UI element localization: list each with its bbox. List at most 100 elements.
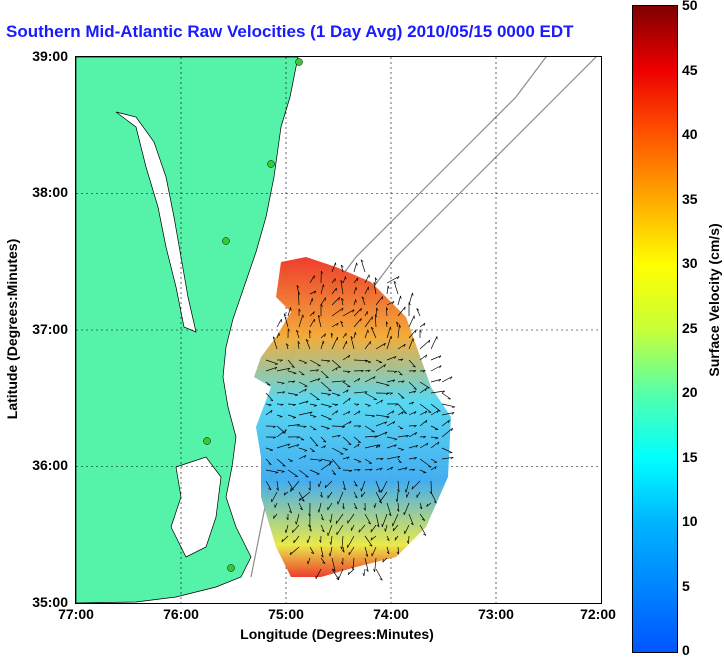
velocity-arrow — [265, 409, 273, 416]
velocity-arrow-head — [281, 538, 284, 543]
velocity-arrow — [353, 502, 358, 510]
velocity-arrow — [320, 297, 326, 306]
velocity-arrow-head — [374, 314, 378, 318]
velocity-arrow — [331, 557, 336, 572]
velocity-arrow-head — [365, 554, 369, 557]
velocity-arrow-head — [340, 320, 344, 324]
velocity-arrow-head — [287, 328, 290, 332]
velocity-arrow-head — [336, 578, 340, 581]
velocity-arrow-head — [392, 301, 395, 305]
velocity-arrow-head — [280, 403, 284, 406]
velocity-arrow-head — [284, 429, 287, 433]
velocity-arrow — [441, 403, 455, 408]
velocity-arrow — [397, 546, 399, 555]
velocity-arrow-head — [393, 281, 397, 284]
velocity-arrow — [419, 403, 432, 413]
velocity-arrow — [265, 469, 279, 473]
velocity-arrow-head — [298, 291, 301, 295]
velocity-arrow — [441, 392, 451, 400]
velocity-arrow — [273, 513, 278, 519]
velocity-arrow — [375, 480, 381, 493]
velocity-arrow-head — [415, 445, 419, 448]
velocity-arrow-head — [318, 459, 322, 462]
velocity-arrow-head — [411, 486, 414, 490]
velocity-arrow — [342, 381, 351, 388]
velocity-arrow — [309, 369, 319, 372]
velocity-arrow — [419, 436, 426, 438]
velocity-arrow-head — [291, 366, 295, 368]
velocity-arrow — [386, 546, 390, 555]
velocity-arrow — [342, 397, 351, 405]
velocity-arrow — [441, 376, 453, 383]
velocity-arrow — [309, 447, 315, 452]
velocity-arrow-head — [413, 388, 417, 390]
velocity-arrow-head — [294, 394, 299, 397]
velocity-arrow — [298, 388, 307, 394]
velocity-arrow — [320, 491, 323, 498]
velocity-arrow — [373, 282, 377, 295]
velocity-arrow — [419, 381, 430, 389]
velocity-arrow — [375, 399, 383, 405]
velocity-arrow-head — [274, 366, 278, 370]
velocity-arrow — [353, 332, 356, 339]
velocity-arrow — [265, 392, 274, 402]
velocity-arrow — [364, 329, 369, 339]
velocity-arrow-head — [434, 466, 437, 470]
velocity-arrow-head — [373, 281, 376, 285]
velocity-arrow — [337, 568, 344, 580]
velocity-arrow — [309, 290, 317, 295]
velocity-arrow — [430, 425, 439, 430]
velocity-arrow-head — [296, 329, 299, 333]
velocity-arrow-head — [405, 435, 409, 438]
velocity-arrow — [353, 391, 368, 394]
velocity-arrow-head — [346, 389, 349, 393]
velocity-arrow — [430, 336, 438, 350]
velocity-arrow-head — [380, 458, 384, 461]
velocity-arrow-head — [337, 434, 341, 438]
velocity-arrow — [408, 444, 419, 449]
velocity-arrow — [375, 568, 383, 581]
velocity-arrow — [327, 491, 333, 499]
velocity-arrow-head — [404, 306, 406, 310]
velocity-arrow-head — [274, 363, 278, 365]
velocity-arrow — [309, 275, 315, 284]
velocity-arrow-head — [360, 259, 364, 263]
velocity-arrow — [397, 480, 400, 492]
velocity-arrow-head — [389, 392, 393, 395]
velocity-arrow — [353, 307, 362, 317]
velocity-arrow — [287, 307, 291, 317]
velocity-arrow-head — [429, 491, 432, 495]
velocity-arrow-head — [309, 330, 312, 334]
velocity-arrow-head — [421, 518, 425, 521]
velocity-arrow-head — [423, 436, 426, 439]
velocity-arrow — [320, 340, 324, 350]
velocity-arrow-head — [442, 390, 445, 394]
velocity-arrow-head — [390, 335, 393, 339]
velocity-arrow — [287, 502, 292, 514]
velocity-arrow — [408, 390, 417, 394]
velocity-arrow — [397, 370, 403, 376]
velocity-arrow-head — [313, 311, 315, 315]
velocity-arrow — [430, 403, 441, 412]
velocity-arrow — [374, 557, 377, 572]
velocity-arrow — [298, 411, 313, 416]
velocity-arrow-head — [369, 468, 373, 472]
velocity-arrow — [287, 392, 298, 396]
velocity-arrow — [276, 381, 285, 384]
velocity-arrow-head — [383, 343, 386, 346]
velocity-arrow — [309, 298, 313, 306]
velocity-arrow-head — [269, 449, 273, 452]
velocity-arrow-head — [313, 416, 317, 418]
velocity-arrow-head — [414, 457, 417, 460]
velocity-arrow-head — [292, 417, 296, 419]
velocity-arrow — [374, 314, 377, 328]
velocity-arrow — [309, 425, 317, 431]
velocity-arrow-head — [319, 539, 322, 543]
velocity-arrow-head — [304, 450, 308, 452]
velocity-arrow — [320, 458, 333, 463]
velocity-arrow-head — [354, 332, 357, 336]
velocity-arrow — [331, 359, 341, 368]
velocity-arrow — [386, 335, 392, 350]
velocity-arrow — [289, 546, 300, 556]
velocity-arrow-head — [313, 405, 317, 407]
